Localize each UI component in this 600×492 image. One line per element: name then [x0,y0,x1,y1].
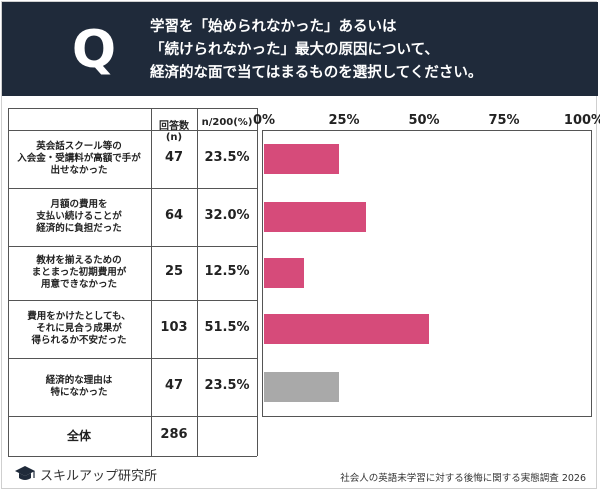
x-tick-label: 100% [563,113,600,128]
question-header: Q 学習を「始められなかった」あるいは 「続けられなかった」最大の原因について、… [2,2,598,96]
percent-label: 23.5% [204,150,250,165]
source-note: 社会人の英語未学習に対する後悔に関する実態調査 2026 [340,473,586,484]
x-tick-label: 75% [488,113,520,128]
bar [264,144,340,174]
category-label: 経済的な理由は 特になかった [45,375,113,398]
category-label: 英会話スクール等の 入会金・受講料が高額で手が 出せなかった [17,141,141,176]
table-row-line [8,358,257,359]
percent-column-header: n/200(%) [201,117,253,128]
percent-label: 32.0% [204,208,250,223]
x-tick-label: 25% [328,113,360,128]
table-column-line [197,108,198,456]
percent-label: 23.5% [204,378,250,393]
table-bottom-line [8,456,257,457]
table-column-line [151,108,152,456]
question-text: 学習を「始められなかった」あるいは 「続けられなかった」最大の原因について、 経… [150,16,590,85]
category-label: 費用をかけたとしても、 それに見合う成果が 得られるか不安だった [27,311,131,346]
bar [264,372,340,402]
category-label: 月額の費用を 支払い続けることが 経済的に負担だった [36,199,122,234]
table-row-line [8,188,257,189]
count-value: 64 [164,208,184,223]
question-line-3: 経済的な面で当てはまるものを選択してください。 [150,65,483,81]
table-row-line [8,130,257,131]
graduation-cap-icon [15,466,35,480]
x-tick-label: 0% [252,113,276,128]
table-row-line [8,246,257,247]
count-column-header: 回答数(n) [159,121,189,143]
total-count: 286 [160,427,188,442]
brand-name: スキルアップ研究所 [40,468,158,484]
question-line-2: 「続けられなかった」最大の原因について、 [150,42,439,58]
bar [264,314,429,344]
x-tick-label: 50% [408,113,440,128]
brand-logo: スキルアップ研究所 [14,463,157,485]
percent-label: 12.5% [204,264,250,279]
count-value: 47 [164,150,184,165]
bar [264,258,304,288]
total-label: 全体 [66,429,91,443]
count-value: 47 [164,378,184,393]
category-label: 教材を揃えるための まとまった初期費用が 用意できなかった [31,255,127,290]
table-top-line [8,108,257,109]
percent-label: 51.5% [204,320,250,335]
table-column-line [8,108,9,456]
table-row-line [8,300,257,301]
plot-area [262,130,592,417]
table-column-line [257,108,258,456]
question-line-1: 学習を「始められなかった」あるいは [150,19,397,35]
count-value: 103 [160,320,188,335]
bar [264,202,367,232]
table-row-line [8,416,257,417]
q-mark: Q [71,20,117,80]
count-value: 25 [164,264,184,279]
